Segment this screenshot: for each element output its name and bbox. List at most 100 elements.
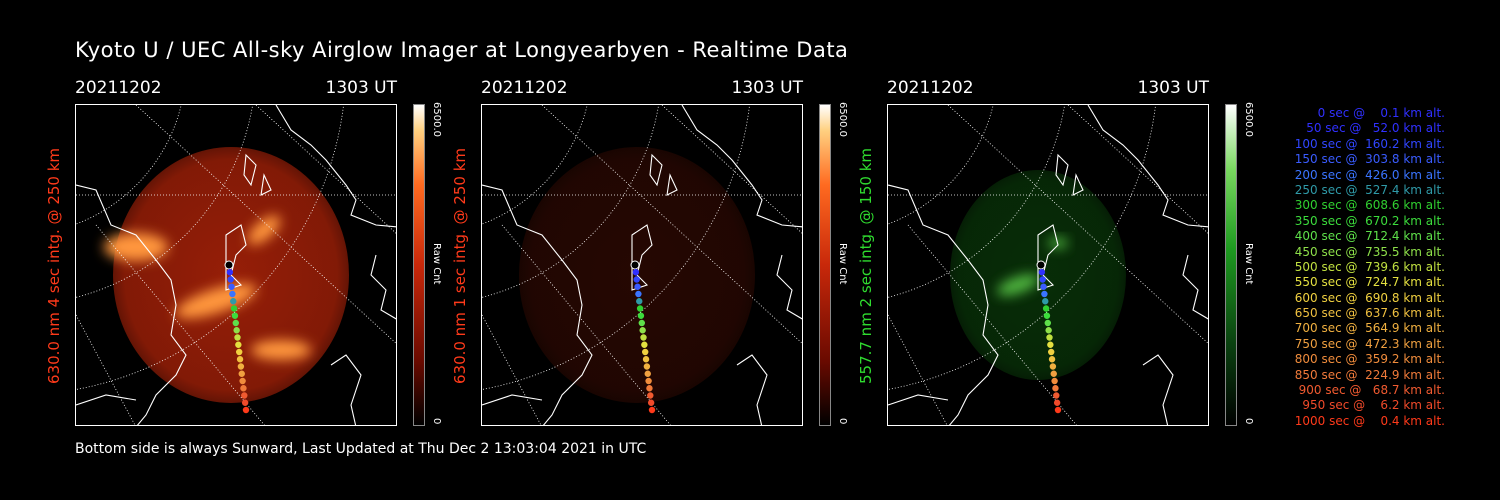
colorbar-min: 0 <box>1243 418 1254 425</box>
trajectory-point <box>234 334 241 341</box>
trajectory-point <box>641 341 648 348</box>
trajectory-point <box>630 260 640 270</box>
allsky-image <box>75 104 397 426</box>
panel-ylabel: 557.7 nm 2 sec intg. @ 150 km <box>857 147 875 385</box>
trajectory-point <box>638 319 645 327</box>
panel-time: 1303 UT <box>731 78 804 98</box>
trajectory-point <box>240 385 247 392</box>
legend-entry: 850 sec @ 224.9 km alt. <box>1290 367 1445 382</box>
legend-entry: 600 sec @ 690.8 km alt. <box>1290 290 1445 305</box>
legend-entry: 900 sec @ 68.7 km alt. <box>1294 383 1445 398</box>
trajectory-point <box>1039 276 1046 283</box>
trajectory-point <box>648 406 656 414</box>
trajectory-point <box>1044 319 1051 327</box>
legend-entry: 450 sec @ 735.5 km alt. <box>1290 244 1445 259</box>
page-title: Kyoto U / UEC All-sky Airglow Imager at … <box>75 38 849 62</box>
trajectory-point <box>1038 269 1046 276</box>
legend-entry: 650 sec @ 637.6 km alt. <box>1290 306 1445 321</box>
trajectory-point <box>241 392 248 399</box>
legend-entry: 200 sec @ 426.0 km alt. <box>1290 167 1445 182</box>
allsky-image <box>481 104 803 426</box>
legend-entry: 300 sec @ 608.6 km alt. <box>1290 198 1445 213</box>
trajectory-point <box>233 327 240 334</box>
lat-lon-grid <box>888 105 1208 425</box>
colorbar <box>819 104 831 426</box>
image-panel-2: 20211202 1303 UT 630.0 nm 1 sec intg. @ 25… <box>451 78 901 438</box>
trajectory-point <box>237 363 245 370</box>
trajectory-legend: 0 sec @ 0.1 km alt. 50 sec @ 52.0 km alt… <box>1250 106 1445 429</box>
colorbar-min: 0 <box>431 418 442 425</box>
trajectory-point <box>642 356 650 363</box>
colorbar-max: 6500.0 <box>431 102 442 137</box>
colorbar-unit: Raw Cnt <box>431 243 442 285</box>
trajectory-point <box>635 290 642 298</box>
trajectory-point <box>224 260 234 270</box>
trajectory-point <box>236 356 244 363</box>
image-panel-3: 20211202 1303 UT 557.7 nm 2 sec intg. @ 15… <box>857 78 1307 438</box>
trajectory-point <box>230 305 238 312</box>
coastlines <box>888 105 1208 425</box>
trajectory-point <box>634 283 641 290</box>
trajectory-point <box>1053 399 1061 406</box>
trajectory-point <box>644 370 651 377</box>
trajectory-point <box>236 348 243 356</box>
trajectory-point <box>235 341 242 348</box>
trajectory-point <box>646 385 653 392</box>
trajectory-point <box>226 269 234 276</box>
trajectory-point <box>639 327 646 334</box>
trajectory-point <box>640 334 647 341</box>
trajectory-point <box>1048 348 1055 356</box>
trajectory-point <box>632 269 640 276</box>
legend-entry: 500 sec @ 739.6 km alt. <box>1290 259 1445 274</box>
trajectory-point <box>636 298 643 305</box>
trajectory-point <box>642 348 649 356</box>
trajectory-point <box>1048 356 1056 363</box>
trajectory-point <box>1054 406 1062 414</box>
legend-entry: 750 sec @ 472.3 km alt. <box>1290 336 1445 351</box>
panel-time: 1303 UT <box>325 78 398 98</box>
trajectory-point <box>241 399 249 406</box>
panel-time: 1303 UT <box>1137 78 1210 98</box>
trajectory-point <box>1041 290 1048 298</box>
trajectory-point <box>647 392 654 399</box>
legend-entry: 350 sec @ 670.2 km alt. <box>1290 213 1445 228</box>
trajectory-point <box>1047 341 1054 348</box>
legend-entry: 700 sec @ 564.9 km alt. <box>1290 321 1445 336</box>
panel-ylabel: 630.0 nm 1 sec intg. @ 250 km <box>451 147 469 385</box>
trajectory-point <box>1052 385 1059 392</box>
trajectory-point <box>1042 305 1050 312</box>
allsky-image <box>887 104 1209 426</box>
legend-entry: 0 sec @ 0.1 km alt. <box>1306 106 1445 120</box>
trajectory-point <box>230 298 237 305</box>
colorbar <box>1225 104 1237 426</box>
panel-date: 20211202 <box>75 78 162 98</box>
trajectory-point <box>227 276 234 283</box>
trajectory-point <box>232 319 239 327</box>
trajectory-point <box>1042 298 1049 305</box>
legend-entry: 100 sec @ 160.2 km alt. <box>1290 136 1445 151</box>
legend-entry: 250 sec @ 527.4 km alt. <box>1290 182 1445 197</box>
colorbar-max: 6500.0 <box>837 102 848 137</box>
trajectory-point <box>637 312 645 319</box>
trajectory-point <box>1050 370 1057 377</box>
lat-lon-grid <box>482 105 802 425</box>
legend-entry: 400 sec @ 712.4 km alt. <box>1290 229 1445 244</box>
trajectory-point <box>1045 327 1052 334</box>
lat-lon-grid <box>76 105 396 425</box>
colorbar-unit: Raw Cnt <box>1243 243 1254 285</box>
legend-entry: 1000 sec @ 0.4 km alt. <box>1294 413 1445 428</box>
trajectory-point <box>645 377 652 385</box>
footer-status: Bottom side is always Sunward, Last Upda… <box>75 441 647 457</box>
colorbar-max: 6500.0 <box>1243 102 1254 137</box>
panel-date: 20211202 <box>481 78 568 98</box>
panel-ylabel: 630.0 nm 4 sec intg. @ 250 km <box>45 147 63 385</box>
trajectory-point <box>231 312 239 319</box>
trajectory-point <box>643 363 651 370</box>
trajectory-point <box>238 370 245 377</box>
trajectory-point <box>242 406 250 414</box>
trajectory-point <box>636 305 644 312</box>
colorbar <box>413 104 425 426</box>
legend-entry: 50 sec @ 52.0 km alt. <box>1298 121 1445 136</box>
legend-entry: 800 sec @ 359.2 km alt. <box>1290 352 1445 367</box>
legend-entry: 150 sec @ 303.8 km alt. <box>1290 152 1445 167</box>
